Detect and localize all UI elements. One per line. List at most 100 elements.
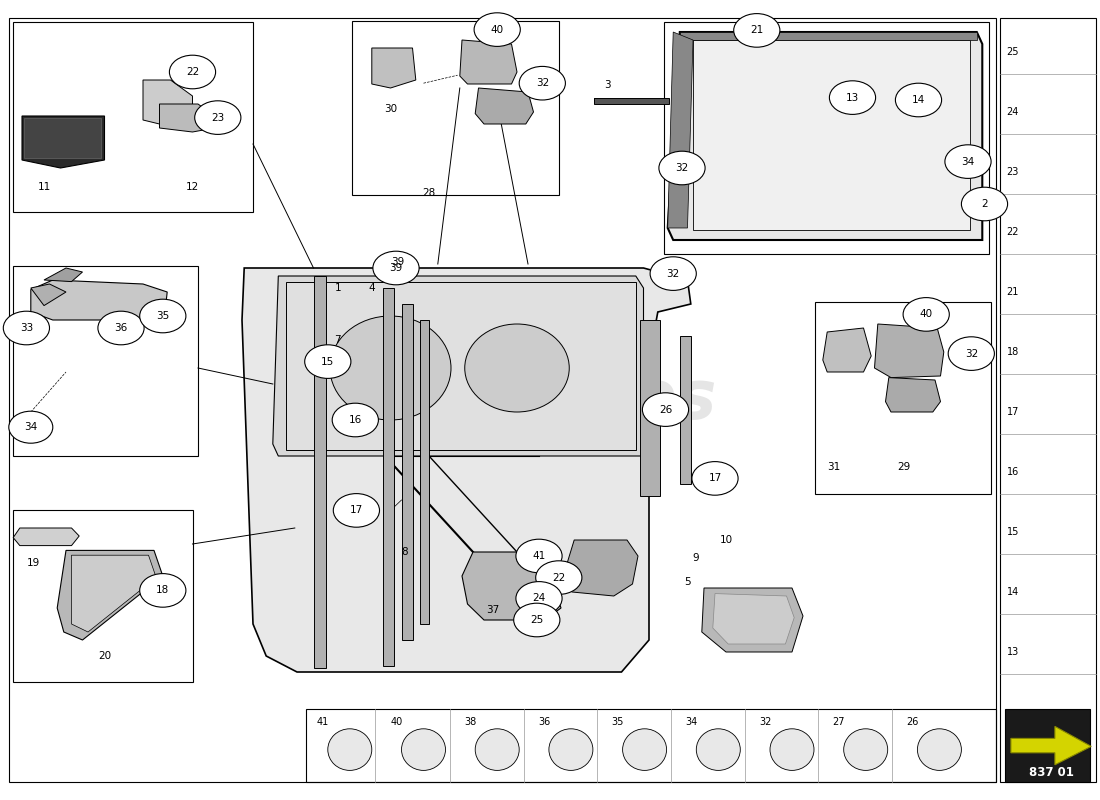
Text: 34: 34 xyxy=(685,717,697,726)
Text: 39: 39 xyxy=(392,258,405,267)
Circle shape xyxy=(140,574,186,607)
Text: 32: 32 xyxy=(675,163,689,173)
Polygon shape xyxy=(462,552,561,620)
Text: 22: 22 xyxy=(186,67,199,77)
Bar xyxy=(13,510,192,682)
Circle shape xyxy=(536,561,582,594)
Ellipse shape xyxy=(549,729,593,770)
Text: 837 01: 837 01 xyxy=(1030,766,1074,779)
Text: 18: 18 xyxy=(1006,347,1019,357)
Text: 41: 41 xyxy=(317,717,329,726)
Text: 16: 16 xyxy=(349,415,362,425)
Circle shape xyxy=(3,311,49,345)
Text: 28: 28 xyxy=(422,188,436,198)
Polygon shape xyxy=(640,320,660,496)
Text: 39: 39 xyxy=(389,263,403,273)
Circle shape xyxy=(332,403,378,437)
Circle shape xyxy=(692,462,738,495)
Text: 27: 27 xyxy=(833,717,845,726)
Text: 40: 40 xyxy=(491,25,504,34)
Bar xyxy=(1000,18,1096,782)
Polygon shape xyxy=(160,104,215,132)
Polygon shape xyxy=(594,98,669,104)
Text: 24: 24 xyxy=(1006,107,1019,117)
Text: 10: 10 xyxy=(719,535,733,545)
Text: 34: 34 xyxy=(961,157,975,166)
Polygon shape xyxy=(31,280,167,320)
Polygon shape xyxy=(460,40,517,84)
Polygon shape xyxy=(314,276,326,668)
Text: 14: 14 xyxy=(1006,587,1019,597)
Text: 23: 23 xyxy=(211,113,224,122)
Text: 37: 37 xyxy=(486,605,499,614)
Circle shape xyxy=(98,311,144,345)
Bar xyxy=(352,21,559,195)
Polygon shape xyxy=(886,378,940,412)
Text: 38: 38 xyxy=(464,717,476,726)
Text: 26: 26 xyxy=(906,717,918,726)
Text: 13: 13 xyxy=(846,93,859,102)
Text: 36: 36 xyxy=(114,323,128,333)
Polygon shape xyxy=(823,328,871,372)
Circle shape xyxy=(945,145,991,178)
Text: 7: 7 xyxy=(334,335,341,345)
Polygon shape xyxy=(680,32,977,40)
Circle shape xyxy=(305,345,351,378)
Text: eurospares: eurospares xyxy=(295,367,717,433)
Polygon shape xyxy=(57,550,163,640)
Ellipse shape xyxy=(917,729,961,770)
Polygon shape xyxy=(668,32,982,240)
Text: 35: 35 xyxy=(612,717,624,726)
Text: 3: 3 xyxy=(604,80,611,90)
Text: 22: 22 xyxy=(552,573,565,582)
Polygon shape xyxy=(44,268,82,282)
Text: 30: 30 xyxy=(384,104,397,114)
Text: a passion for parts since 1965: a passion for parts since 1965 xyxy=(359,470,653,490)
Text: 16: 16 xyxy=(1006,467,1019,477)
Text: 11: 11 xyxy=(37,182,51,192)
Circle shape xyxy=(650,257,696,290)
Ellipse shape xyxy=(464,324,570,412)
Text: 17: 17 xyxy=(708,474,722,483)
Ellipse shape xyxy=(623,729,667,770)
Text: 14: 14 xyxy=(912,95,925,105)
Polygon shape xyxy=(402,304,412,640)
Text: 17: 17 xyxy=(1006,407,1019,417)
Text: 35: 35 xyxy=(156,311,169,321)
Polygon shape xyxy=(13,528,79,546)
Text: 12: 12 xyxy=(186,182,199,192)
Circle shape xyxy=(333,494,380,527)
Text: 26: 26 xyxy=(659,405,672,414)
Text: 18: 18 xyxy=(156,586,169,595)
Ellipse shape xyxy=(475,729,519,770)
Polygon shape xyxy=(1011,726,1091,765)
Circle shape xyxy=(961,187,1008,221)
Text: 5: 5 xyxy=(684,578,691,587)
Text: 21: 21 xyxy=(750,26,763,35)
Polygon shape xyxy=(713,594,794,644)
Text: 36: 36 xyxy=(538,717,550,726)
Text: 29: 29 xyxy=(898,462,911,472)
Text: 40: 40 xyxy=(390,717,403,726)
Circle shape xyxy=(516,582,562,615)
Text: 25: 25 xyxy=(530,615,543,625)
Ellipse shape xyxy=(402,729,446,770)
Circle shape xyxy=(829,81,876,114)
Text: 13: 13 xyxy=(1006,647,1019,657)
Ellipse shape xyxy=(844,729,888,770)
Bar xyxy=(306,709,996,782)
Text: 41: 41 xyxy=(532,551,546,561)
Circle shape xyxy=(895,83,942,117)
Polygon shape xyxy=(143,80,192,128)
Text: 15: 15 xyxy=(321,357,334,366)
Circle shape xyxy=(373,251,419,285)
Polygon shape xyxy=(563,540,638,596)
Text: 34: 34 xyxy=(24,422,37,432)
Polygon shape xyxy=(702,588,803,652)
Bar xyxy=(815,302,991,494)
Polygon shape xyxy=(242,268,691,672)
Polygon shape xyxy=(680,336,691,484)
Text: 40: 40 xyxy=(920,310,933,319)
Text: 1: 1 xyxy=(334,283,341,293)
Ellipse shape xyxy=(328,729,372,770)
